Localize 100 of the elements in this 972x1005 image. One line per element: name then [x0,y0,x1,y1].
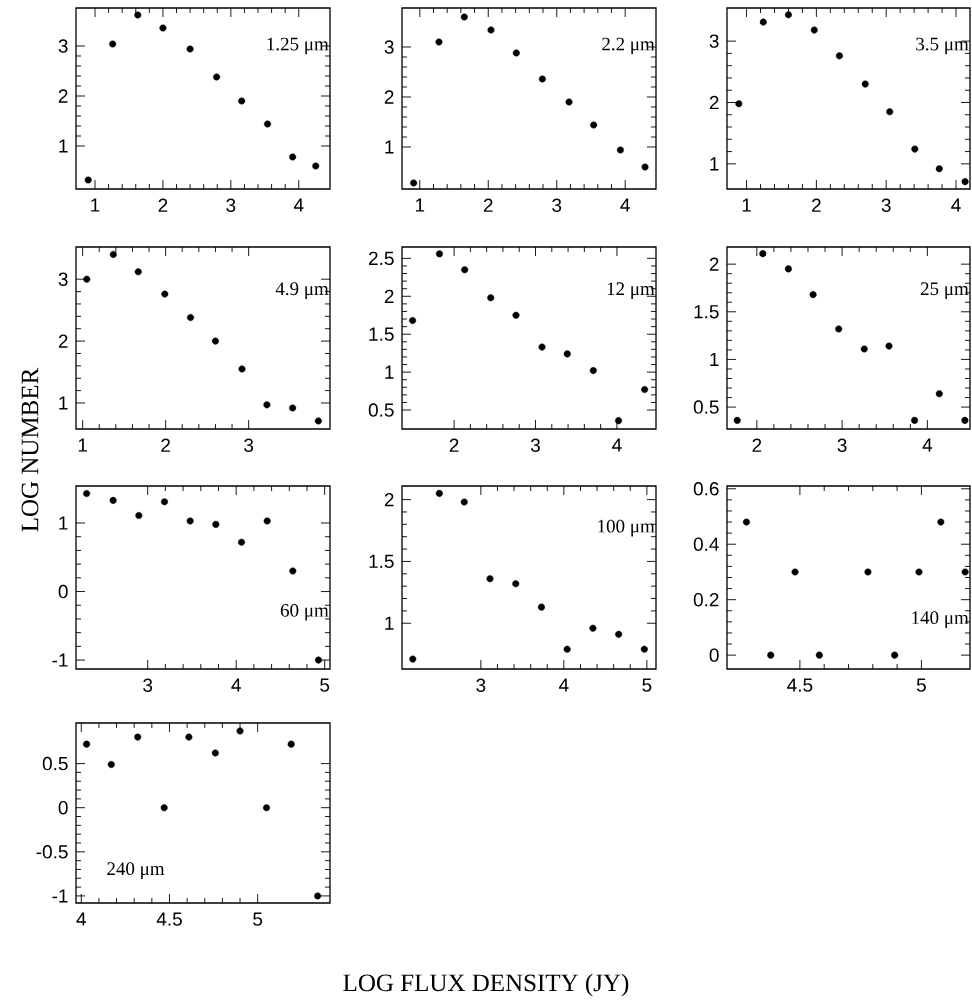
point [237,538,245,546]
point [935,165,943,173]
x-tick-label: 3 [143,678,153,692]
x-tick-label: 3 [552,198,562,212]
x-tick-label: 2 [812,198,821,212]
point [161,290,169,298]
y-tick-label: 1 [59,516,68,530]
x-tick-label: 2 [752,438,762,452]
x-tick-label: 4 [559,678,569,692]
point [263,401,271,409]
point [915,568,923,576]
annotation: 100 μm [598,519,655,537]
point [538,75,546,83]
x-tick-label: 5 [916,678,926,692]
point [211,337,219,345]
point [565,98,573,106]
x-tick-label: 3 [226,198,236,212]
x-tick-label: 2 [449,438,459,452]
x-tick-label: 4 [620,198,630,212]
point [641,386,649,394]
y-tick-label: 3 [709,34,719,48]
y-tick-label: 1.5 [694,305,719,319]
point [134,11,142,19]
point [615,630,623,638]
x-axis-title: LOG FLUX DENSITY (JY) [343,973,629,997]
x-tick-label: 4 [922,438,933,452]
annotation: 1.25 μm [267,37,329,55]
y-tick-label: -1 [52,889,68,903]
point [185,733,193,741]
x-tick-label: 2 [483,198,493,212]
y-tick-label: 0.5 [42,756,68,771]
point [312,162,320,170]
y-tick-label: 0.2 [693,592,719,607]
point [83,490,91,498]
point [211,749,219,757]
point [135,511,143,519]
point [287,740,295,748]
point [435,489,443,497]
x-tick-label: 3 [244,438,254,452]
point [460,498,468,506]
x-tick-label: 5 [642,678,652,692]
y-tick-label: 1 [710,352,719,366]
x-tick-label: 1 [78,438,87,452]
point [864,568,872,576]
x-tick-label: 4.5 [156,912,182,926]
annotation: 4.9 μm [275,282,329,299]
y-tick-label: 1 [59,139,68,153]
x-tick-label: 4 [231,678,241,692]
point [759,18,767,26]
point [84,176,92,184]
x-tick-label: 3 [837,438,847,452]
annotation: 3.5 μm [916,37,969,55]
point [860,345,868,353]
x-tick-label: 3 [476,678,486,692]
point [791,568,799,576]
y-tick-label: 2 [58,89,68,103]
annotation: 2.2 μm [602,37,655,55]
point [512,49,520,57]
point [435,250,443,258]
point [159,24,167,32]
x-tick-label: 2 [161,438,170,452]
point [809,291,817,299]
point [616,146,624,154]
x-tick-label: 1 [415,198,425,212]
y-tick-label: 0 [58,584,68,599]
point [641,163,649,171]
y-tick-label: 1.5 [369,327,394,341]
x-tick-label: 4 [76,912,87,926]
point [410,179,418,187]
annotation: 60 μm [280,603,329,621]
point [109,250,117,258]
point [238,97,246,105]
x-tick-label: 5 [320,678,330,692]
x-tick-label: 4 [951,198,961,212]
x-tick-label: 1 [742,198,751,212]
point [186,517,194,525]
point [134,268,142,276]
x-tick-label: 3 [881,198,891,212]
point [815,651,823,659]
point [885,342,893,350]
x-tick-label: 5 [253,912,263,926]
point [810,26,818,34]
y-tick-label: 0 [709,648,719,662]
annotation: 12 μm [607,282,655,299]
point [886,108,894,116]
y-tick-label: 2 [384,289,394,303]
x-tick-label: 4.5 [787,678,813,692]
y-tick-label: 2 [384,90,394,104]
point [109,496,117,504]
y-tick-label: 1 [59,396,68,410]
y-tick-label: 3 [384,40,394,54]
point [861,80,869,88]
y-tick-label: 1 [385,616,394,630]
point [460,13,468,21]
y-tick-label: 3 [58,39,68,53]
point [589,367,597,375]
point [314,892,322,900]
point [83,275,91,283]
x-tick-label: 4 [612,438,622,452]
point [107,760,115,768]
